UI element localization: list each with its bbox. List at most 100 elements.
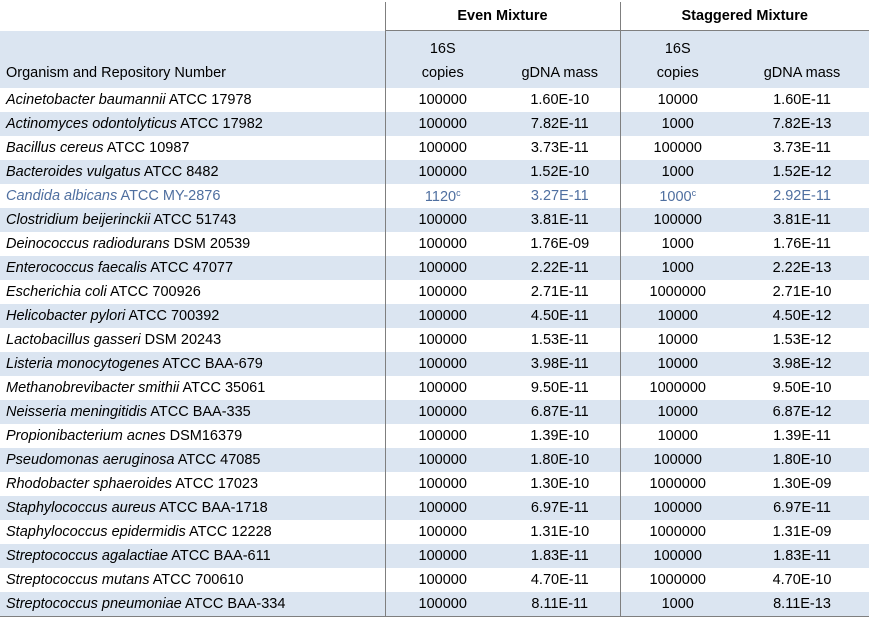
table-row: Pseudomonas aeruginosa ATCC 47085 100000 1…: [0, 448, 869, 472]
data-table: Even Mixture Staggered Mixture Organism …: [0, 2, 869, 617]
value-cell: 6.87E-12: [735, 400, 869, 424]
value-cell: 1000000: [619, 280, 735, 304]
value-cell: 100000: [384, 208, 500, 232]
value-cell: 7.82E-13: [735, 112, 869, 136]
table-row: Listeria monocytogenes ATCC BAA-679 10000…: [0, 352, 869, 376]
column-header-row: Organism and Repository Number 16S copie…: [0, 30, 869, 88]
table-row: Streptococcus mutans ATCC 700610 100000 4.…: [0, 568, 869, 592]
species-name: Candida albicans: [6, 188, 118, 204]
value-cell: 1.76E-09: [530, 236, 590, 252]
column-header: 16S copies: [384, 30, 500, 88]
species-name: Lactobacillus gasseri: [6, 332, 141, 348]
value-cell: 1.76E-11: [773, 236, 831, 252]
species-name: Staphylococcus epidermidis: [6, 524, 186, 540]
organism-cell: Listeria monocytogenes ATCC BAA-679: [0, 352, 385, 376]
table-row: Helicobacter pylori ATCC 700392 100000 4.5…: [0, 304, 869, 328]
species-name: Staphylococcus aureus: [6, 500, 156, 516]
value-cell: 100000: [384, 280, 500, 304]
value-cell: 1.30E-10: [530, 476, 590, 492]
organism-cell: Neisseria meningitidis ATCC BAA-335: [0, 400, 385, 424]
value-cell: 6.87E-11: [500, 400, 620, 424]
value-cell: 1.53E-11: [530, 332, 589, 348]
repository-number: ATCC 12228: [188, 524, 272, 540]
repository-number: ATCC 10987: [106, 140, 190, 156]
table-row: Acinetobacter baumannii ATCC 17978 100000…: [0, 88, 869, 112]
value-cell: 100000: [384, 496, 500, 520]
table-row: Bacillus cereus ATCC 10987 100000 3.73E-11…: [0, 136, 869, 160]
value-cell: 4.50E-11: [500, 304, 620, 328]
organism-cell: Deinococcus radiodurans DSM 20539: [0, 232, 385, 256]
value-cell: 1000: [619, 160, 735, 184]
value-cell: 3.27E-11: [530, 188, 589, 204]
value-cell: 2.71E-11: [530, 284, 589, 300]
column-header: Organism and Repository Number: [0, 30, 385, 88]
value-cell: 100000: [384, 400, 500, 424]
value-cell: 10000: [619, 424, 735, 448]
value-cell: 1000000: [619, 520, 735, 544]
value-cell: 1000000: [619, 376, 735, 400]
table-body: Acinetobacter baumannii ATCC 17978 100000…: [0, 88, 869, 617]
repository-number: ATCC 47077: [150, 260, 234, 276]
organism-cell: Bacteroides vulgatus ATCC 8482: [0, 160, 385, 184]
table-row: Propionibacterium acnes DSM16379 100000 1.…: [0, 424, 869, 448]
organism-cell: Escherichia coli ATCC 700926: [0, 280, 385, 304]
repository-number: DSM 20243: [144, 332, 222, 348]
species-name: Methanobrevibacter smithii: [6, 380, 180, 396]
organism-cell: Streptococcus pneumoniae ATCC BAA-334: [0, 592, 385, 617]
species-name: Actinomyces odontolyticus: [6, 116, 177, 132]
organism-cell: Staphylococcus aureus ATCC BAA-1718: [0, 496, 385, 520]
value-cell: 10000: [619, 304, 735, 328]
species-name: Rhodobacter sphaeroides: [6, 476, 173, 492]
repository-number: ATCC 700926: [109, 284, 201, 300]
value-cell: 1000: [619, 232, 735, 256]
species-name: Listeria monocytogenes: [6, 356, 160, 372]
repository-number: ATCC BAA-335: [150, 404, 251, 420]
value-cell: 1000c: [619, 184, 735, 208]
species-name: Pseudomonas aeruginosa: [6, 452, 175, 468]
value-cell: 7.82E-11: [500, 112, 620, 136]
species-name: Propionibacterium acnes: [6, 428, 166, 444]
value-cell: 1000000: [619, 568, 735, 592]
value-cell: 3.81E-11: [500, 208, 620, 232]
value-cell: 100000: [384, 424, 500, 448]
value-cell: 100000: [384, 568, 500, 592]
value-cell: 100000: [619, 136, 735, 160]
value-cell: 10000: [619, 328, 735, 352]
value-cell: 100000: [384, 544, 500, 568]
value-cell: 100000: [384, 136, 500, 160]
group-header: Staggered Mixture: [619, 2, 869, 31]
table-row: Streptococcus pneumoniae ATCC BAA-334 100…: [0, 592, 869, 617]
value-cell: 1.60E-11: [773, 92, 831, 108]
value-cell: 10000: [619, 400, 735, 424]
table-row: Enterococcus faecalis ATCC 47077 100000 2.…: [0, 256, 869, 280]
value-cell: 1120c: [384, 184, 500, 208]
value-cell: 100000: [619, 208, 735, 232]
group-header-row: Even Mixture Staggered Mixture: [0, 2, 869, 31]
value-cell: 100000: [384, 592, 500, 617]
value-cell: 100000: [384, 160, 500, 184]
value-cell: 1.31E-10: [530, 524, 590, 540]
repository-number: ATCC 17978: [168, 92, 252, 108]
organism-cell: Candida albicans ATCC MY-2876: [0, 184, 385, 208]
group-header: Even Mixture: [384, 2, 620, 31]
species-name: Enterococcus faecalis: [6, 260, 148, 276]
repository-number: ATCC 47085: [177, 452, 261, 468]
value-cell: 100000: [384, 112, 500, 136]
value-cell: 100000: [384, 256, 500, 280]
value-cell: 100000: [619, 496, 735, 520]
value-cell: 1.52E-12: [735, 160, 869, 184]
value-cell: 1.52E-10: [500, 160, 620, 184]
table-row: Bacteroides vulgatus ATCC 8482 100000 1.52…: [0, 160, 869, 184]
organism-cell: Propionibacterium acnes DSM16379: [0, 424, 385, 448]
repository-number: ATCC 700610: [152, 572, 244, 588]
repository-number: ATCC 700392: [128, 308, 220, 324]
value-cell: 100000: [619, 544, 735, 568]
repository-number: ATCC BAA-611: [171, 548, 271, 564]
repository-number: ATCC 51743: [153, 212, 237, 228]
value-cell: 4.70E-10: [772, 572, 832, 588]
value-cell: 1.80E-10: [500, 448, 620, 472]
species-name: Bacillus cereus: [6, 140, 104, 156]
value-cell: 100000: [384, 376, 500, 400]
column-header: gDNA mass: [500, 30, 620, 88]
